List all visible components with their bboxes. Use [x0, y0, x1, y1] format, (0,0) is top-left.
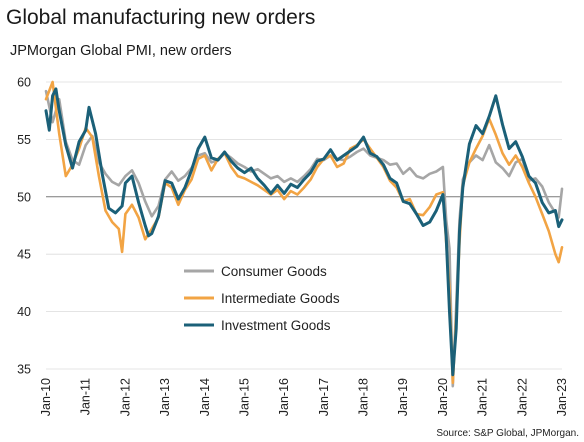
x-tick-label: Jan-11: [79, 378, 93, 415]
x-tick-label: Jan-10: [39, 378, 53, 416]
series-line-investment-goods: [44, 87, 564, 377]
chart-subtitle: JPMorgan Global PMI, new orders: [10, 43, 232, 59]
x-tick-label: Jan-14: [198, 378, 212, 416]
x-tick-label: Jan-17: [317, 378, 331, 416]
x-tick-label: Jan-12: [118, 378, 132, 416]
x-tick-label: Jan-16: [277, 378, 291, 416]
x-tick-label: Jan-18: [357, 378, 371, 416]
legend-label: Investment Goods: [221, 318, 331, 333]
legend: Consumer Goods Intermediate Goods Investme…: [184, 264, 340, 333]
series-lines: [44, 80, 564, 388]
x-tick-label: Jan-22: [515, 378, 529, 416]
x-axis-tick-labels: Jan-10 Jan-11 Jan-12 Jan-13 Jan-14 Jan-15 Jan-…: [39, 378, 569, 416]
x-tick-label: Jan-20: [436, 378, 450, 416]
legend-label: Consumer Goods: [221, 264, 327, 279]
gridlines: [46, 81, 562, 370]
y-tick-label: 45: [17, 248, 31, 262]
legend-label: Intermediate Goods: [221, 291, 340, 306]
x-tick-label: Jan-19: [396, 378, 410, 416]
x-tick-label: Jan-15: [237, 378, 251, 416]
y-tick-label: 50: [17, 190, 31, 204]
source-note: Source: S&P Global, JPMorgan.: [436, 428, 579, 439]
y-tick-label: 60: [17, 76, 31, 90]
series-line-intermediate-goods: [44, 80, 564, 385]
series-line-consumer-goods: [44, 89, 564, 388]
y-tick-label: 40: [17, 305, 31, 319]
chart-title: Global manufacturing new orders: [6, 6, 315, 29]
x-tick-label: Jan-23: [555, 378, 569, 416]
y-tick-label: 55: [17, 133, 31, 147]
y-axis-tick-labels: 35 40 45 50 55 60: [17, 76, 31, 377]
x-tick-label: Jan-13: [158, 378, 172, 416]
x-tick-label: Jan-21: [476, 378, 490, 416]
y-tick-label: 35: [17, 363, 31, 377]
